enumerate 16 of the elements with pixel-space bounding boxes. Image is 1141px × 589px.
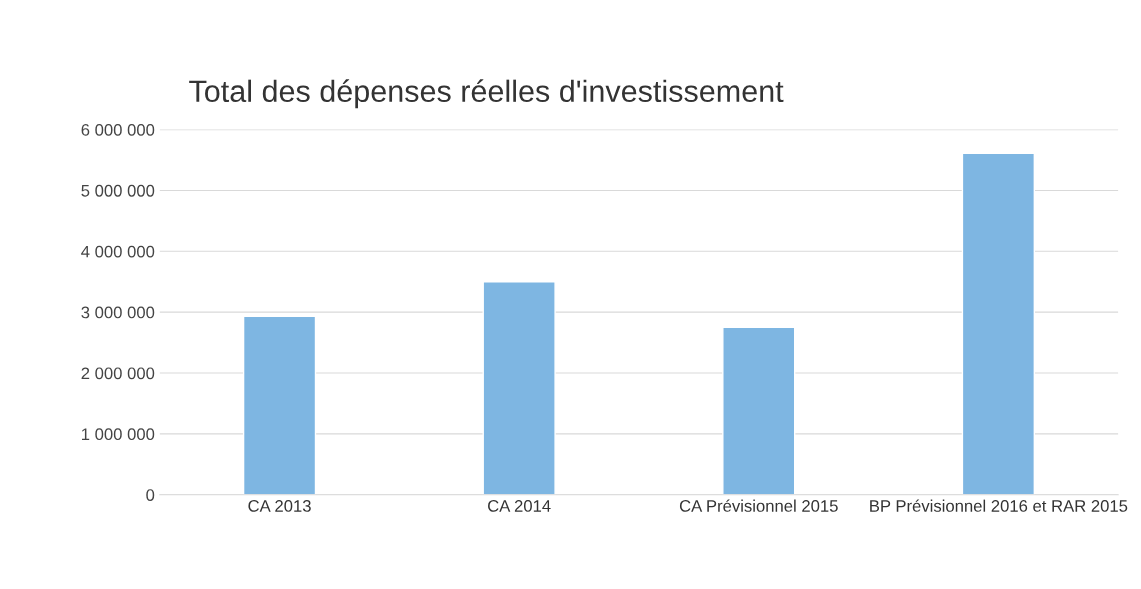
bar — [961, 152, 1036, 495]
y-tick-label: 6 000 000 — [81, 123, 155, 136]
x-tick-label: CA 2014 — [488, 500, 551, 512]
y-tick-label: 1 000 000 — [82, 428, 155, 441]
y-tick-label: 4 000 000 — [81, 245, 155, 258]
y-tick-label: 0 — [146, 489, 155, 501]
bar — [242, 315, 317, 495]
chart-title: Total des dépenses réelles d'investissement — [189, 79, 784, 109]
bar — [722, 326, 796, 495]
x-tick-label: CA 2013 — [248, 500, 311, 512]
x-tick-label: BP Prévisionnel 2016 et RAR 2015 — [870, 499, 1128, 512]
x-tick-label: CA Prévisionnel 2015 — [679, 499, 838, 512]
y-tick-label: 3 000 000 — [81, 306, 155, 319]
bar — [482, 281, 556, 495]
y-tick-label: 5 000 000 — [81, 184, 155, 197]
y-tick-label: 2 000 000 — [81, 367, 155, 380]
